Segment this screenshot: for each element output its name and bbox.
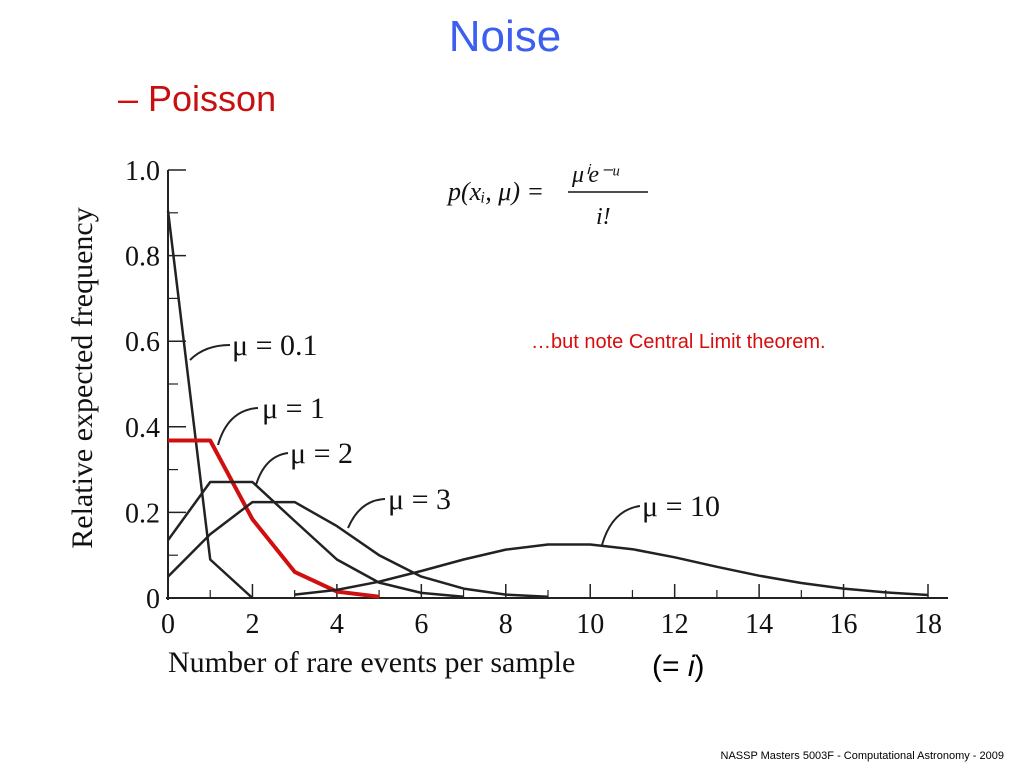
chart-series-labels: μ = 0.1 μ = 1 μ = 2 μ = 3 μ = 10: [189, 329, 720, 546]
x-tick-label: 14: [745, 609, 773, 640]
formula: p(xᵢ, μ) = μⁱe⁻ᵘ i!: [446, 162, 648, 230]
x-tick-label: 8: [499, 609, 513, 640]
y-tick-label: 0.8: [125, 242, 160, 273]
series-label: μ = 0.1: [232, 329, 318, 362]
x-tick-label: 18: [914, 609, 942, 640]
slide-subtitle: – Poisson: [118, 78, 277, 119]
x-tick-label: 12: [661, 609, 689, 640]
equals-i-annotation: (= i): [652, 650, 705, 684]
equals-i-variable: i: [687, 650, 695, 683]
chart-axes: 0 0.2 0.4 0.6 0.8 1.0 0 2 4 6 8 10 12 14 16 18 Number of…: [66, 156, 948, 679]
series-label: μ = 2: [290, 437, 353, 470]
series-line-1: [166, 210, 254, 599]
equals-i-prefix: (=: [652, 650, 688, 683]
series-label-pointer: [601, 505, 641, 546]
series-label: μ = 1: [262, 392, 325, 425]
series-label-pointer: [217, 407, 259, 446]
footer-credit: NASSP Masters 5003F - Computational Astr…: [720, 750, 1005, 762]
x-tick-label: 10: [576, 609, 604, 640]
series-line-5: [294, 543, 929, 597]
slide-title: Noise: [448, 12, 562, 61]
x-tick-label: 4: [330, 609, 344, 640]
y-tick-label: 0: [146, 584, 160, 615]
y-tick-label: 0.6: [125, 327, 160, 358]
equals-i-suffix: ): [694, 650, 705, 683]
y-tick-label: 0.4: [125, 413, 160, 444]
y-tick-label: 1.0: [125, 156, 160, 187]
series-line-3: [166, 480, 464, 598]
series-label-pointer: [255, 452, 289, 486]
y-axis-label: Relative expected frequency: [66, 207, 99, 548]
formula-numerator: μⁱe⁻ᵘ: [571, 162, 620, 188]
x-tick-label: 6: [414, 609, 428, 640]
formula-lhs: p(xᵢ, μ) =: [446, 177, 544, 206]
y-tick-label: 0.2: [125, 498, 160, 529]
x-tick-label: 16: [830, 609, 858, 640]
formula-denominator: i!: [596, 204, 611, 230]
x-tick-label: 0: [161, 609, 175, 640]
x-axis-label: Number of rare events per sample: [168, 646, 575, 679]
series-line-2: [168, 438, 380, 599]
series-line-4: [167, 500, 549, 598]
chart-series: [166, 210, 929, 599]
series-label-pointer: [347, 498, 386, 529]
x-tick-label: 2: [245, 609, 259, 640]
series-label: μ = 3: [388, 483, 451, 516]
series-label: μ = 10: [642, 490, 720, 523]
series-label-pointer: [189, 344, 231, 361]
central-limit-note: …but note Central Limit theorem.: [531, 331, 826, 353]
